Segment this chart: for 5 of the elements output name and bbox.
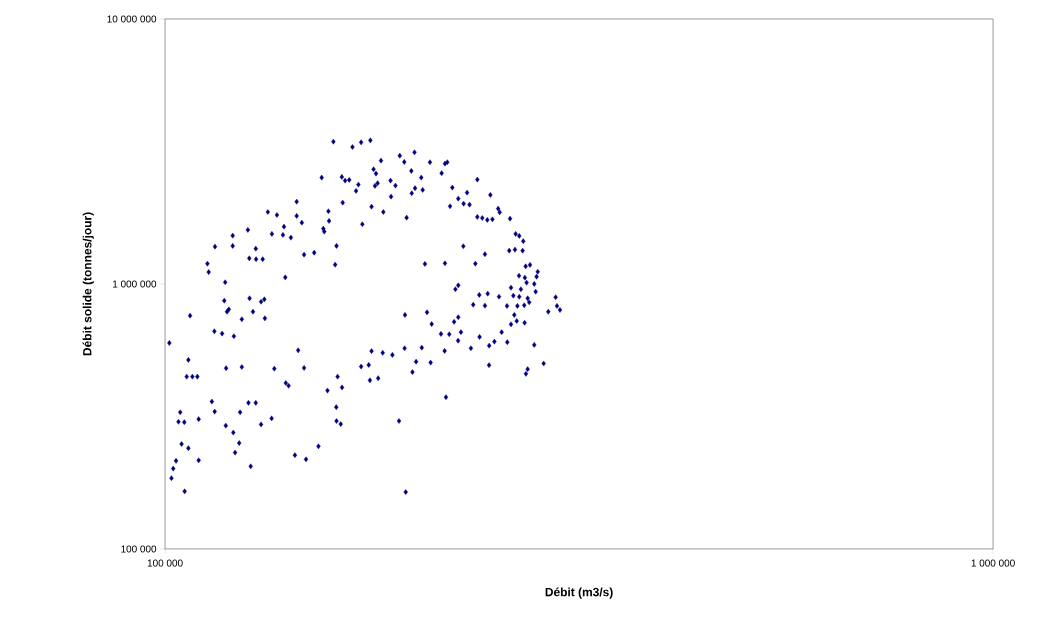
y-tick-label: 1 000 000	[113, 280, 157, 288]
y-axis-title: Débit solide (tonnes/jour)	[82, 212, 94, 356]
y-tick-label: 10 000 000	[107, 15, 157, 23]
x-axis-title: Débit (m3/s)	[545, 587, 613, 599]
y-tick-label: 100 000	[121, 545, 157, 553]
